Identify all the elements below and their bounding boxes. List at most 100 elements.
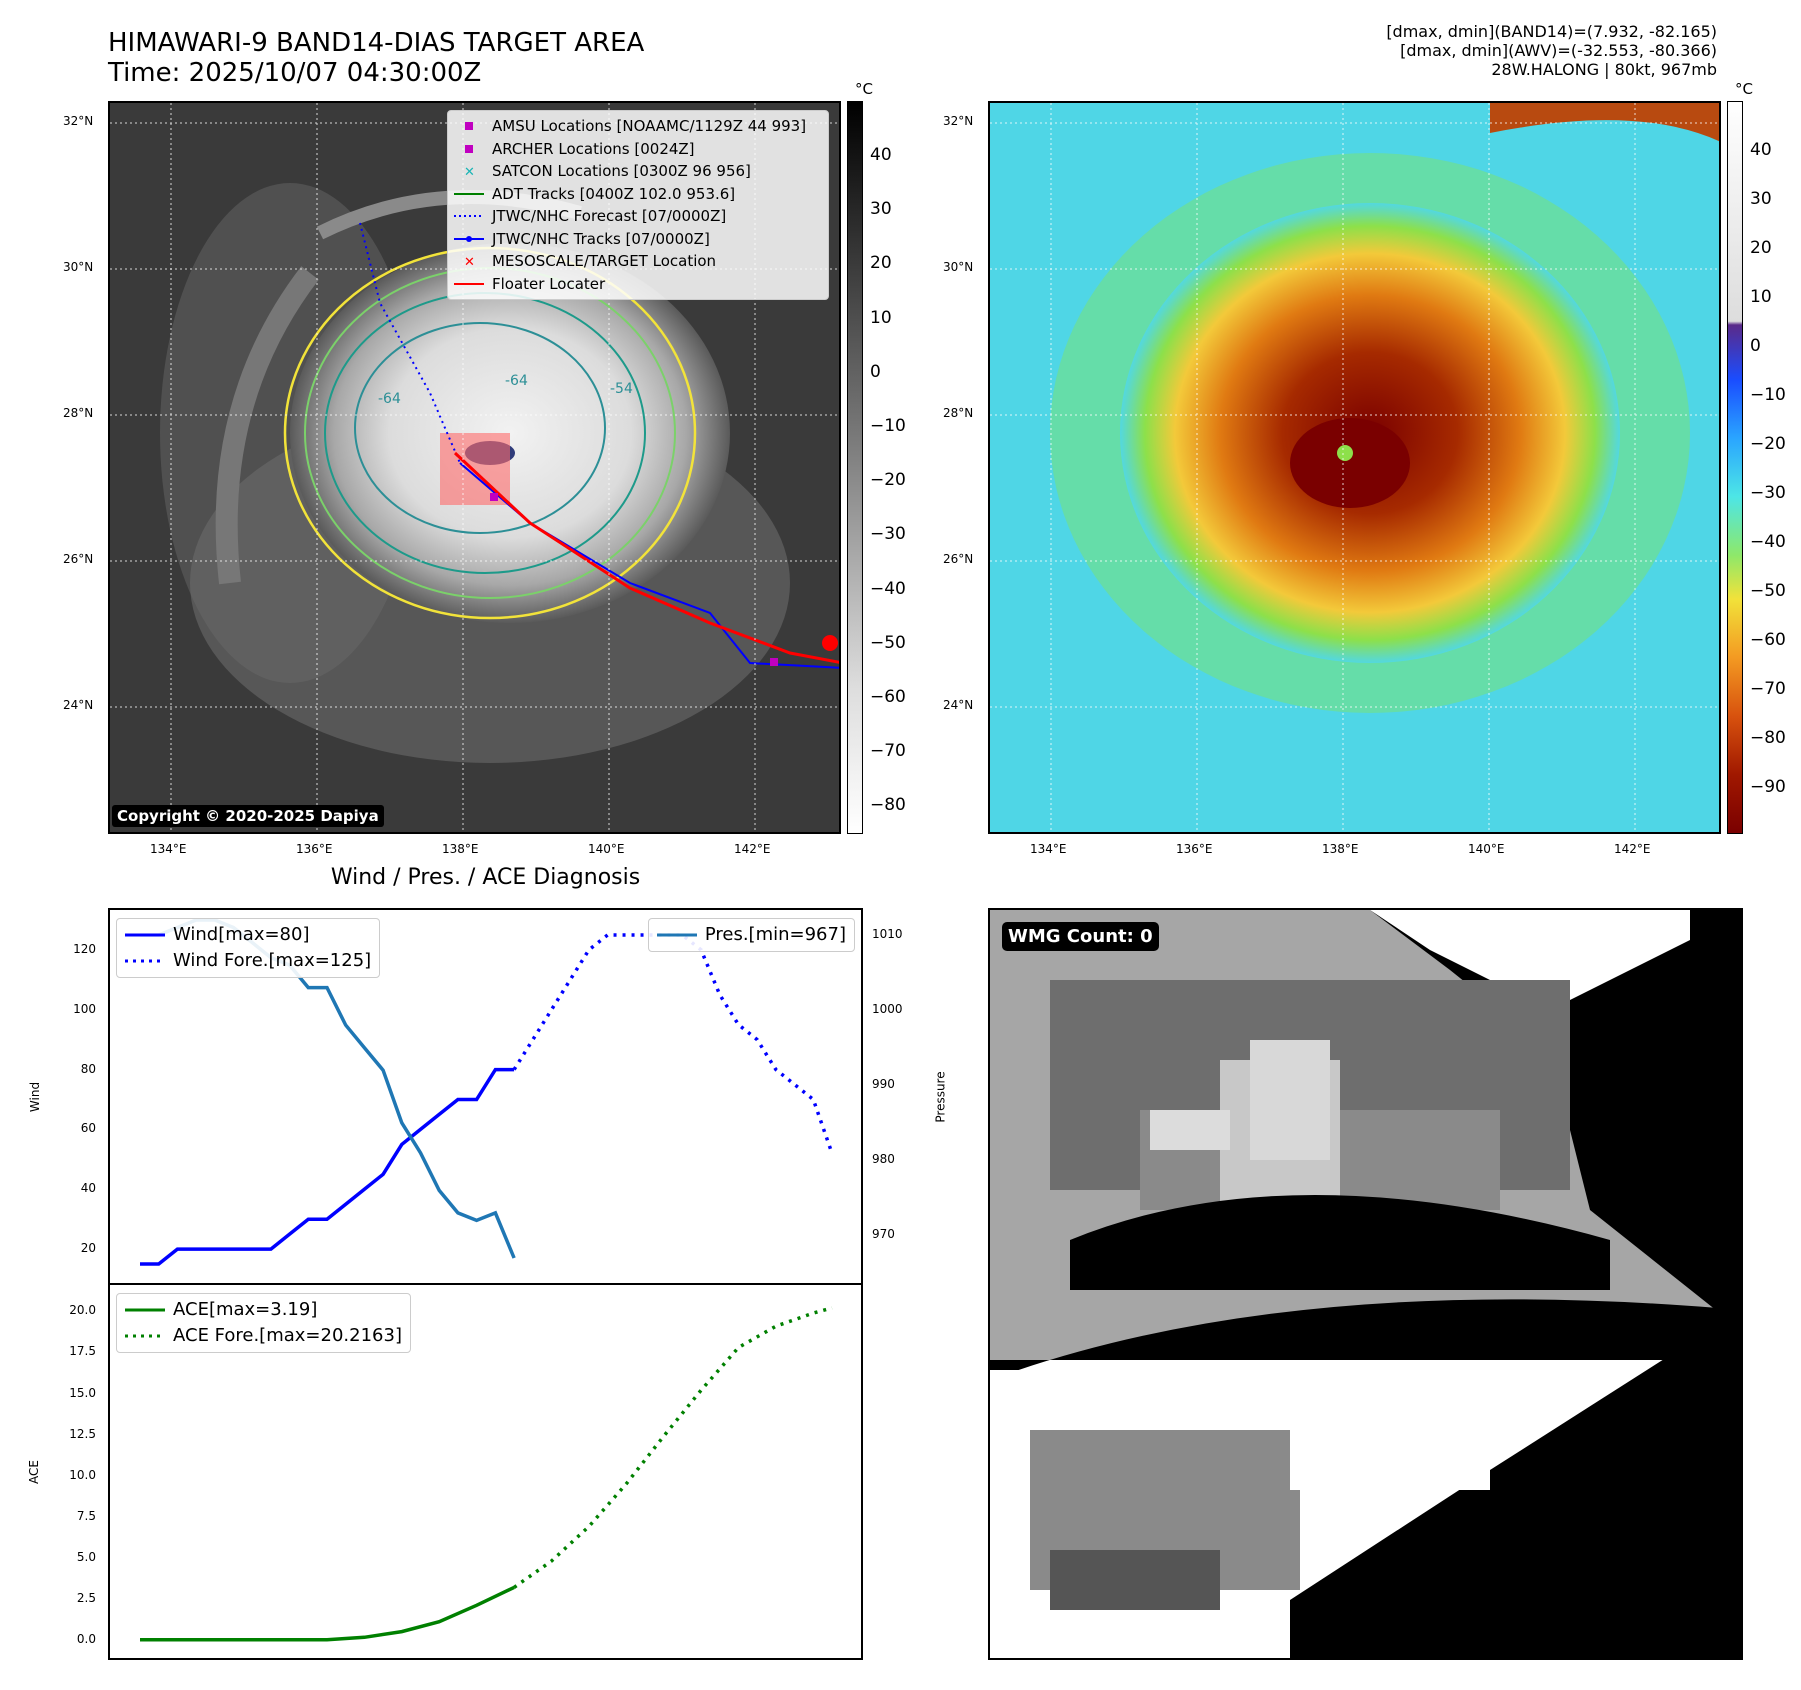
legend-wind-label: Wind[max=80] <box>173 924 310 945</box>
legend-pres-label: Pres.[min=967] <box>704 924 846 945</box>
colorbar-left-tick: 30 <box>870 199 892 220</box>
pressure-axis-tick: 1000 <box>872 1002 903 1017</box>
colorbar-right-tick: −60 <box>1750 630 1786 650</box>
ace-axis-tick: 17.5 <box>69 1344 96 1359</box>
pressure-axis-tick: 990 <box>872 1077 895 1092</box>
wind-axis-tick: 120 <box>73 941 96 956</box>
awv-map-image <box>990 103 1719 832</box>
ace-axis-tick: 15.0 <box>69 1385 96 1400</box>
contour-label-1: -64 <box>505 373 528 389</box>
floater-track <box>453 451 839 664</box>
title-line-2: Time: 2025/10/07 04:30:00Z <box>108 58 482 88</box>
colorbar-right-tick: 40 <box>1750 140 1772 160</box>
svg-text:✕: ✕ <box>464 165 475 178</box>
stats-band14: [dmax, dmin](BAND14)=(7.932, -82.165) <box>1386 22 1717 41</box>
colorbar-left-tick: −70 <box>870 741 906 762</box>
wind-legend: Wind[max=80] Wind Fore.[max=125] <box>116 918 381 978</box>
wind-forecast-series-line <box>512 933 834 1154</box>
archer-marker <box>490 493 498 501</box>
pressure-axis-tick: 1010 <box>872 927 903 942</box>
wmg-image <box>990 910 1741 1658</box>
lat-label-30n-right: 30°N <box>943 260 974 274</box>
colorbar-left-tick: −10 <box>870 416 906 436</box>
lon-label-134e-left: 134°E <box>150 842 187 856</box>
colorbar-left-tick: −40 <box>870 578 906 599</box>
wind-axis-tick: 80 <box>80 1061 96 1076</box>
lat-label-24n-left: 24°N <box>63 698 94 712</box>
colorbar-left <box>847 101 863 834</box>
lat-label-32n-right: 32°N <box>943 114 974 128</box>
lon-label-136e-left: 136°E <box>296 842 333 856</box>
lon-label-138e-left: 138°E <box>442 842 479 856</box>
wind-series-line <box>140 1067 515 1266</box>
colorbar-right-tick: 20 <box>1750 238 1772 258</box>
ace-axis-tick: 10.0 <box>69 1467 96 1482</box>
legend-jtwc-tracks: JTWC/NHC Tracks [07/0000Z] <box>454 228 822 251</box>
legend-archer: ARCHER Locations [0024Z] <box>454 138 822 161</box>
awv-map-grid <box>990 103 1719 832</box>
ace-axis-tick: 5.0 <box>76 1549 96 1564</box>
colorbar-right-tick: 30 <box>1750 189 1772 209</box>
legend-amsu: AMSU Locations [NOAAMC/1129Z 44 993] <box>454 115 822 138</box>
colorbar-right-tick: −90 <box>1750 777 1786 797</box>
diagnosis-title: Wind / Pres. / ACE Diagnosis <box>330 865 641 890</box>
ace-axis-tick: 0.0 <box>76 1631 96 1646</box>
ace-axis-tick: 2.5 <box>76 1590 96 1605</box>
colorbar-right-tick: −20 <box>1750 434 1786 454</box>
ace-panel: ACE[max=3.19] ACE Fore.[max=20.2163] <box>108 1283 863 1660</box>
lon-label-142e-right: 142°E <box>1614 842 1651 856</box>
floater-marker <box>822 635 838 651</box>
stats-awv: [dmax, dmin](AWV)=(-32.553, -80.366) <box>1400 41 1717 60</box>
lon-label-134e-right: 134°E <box>1030 842 1067 856</box>
lat-label-32n-left: 32°N <box>63 114 94 128</box>
lon-label-138e-right: 138°E <box>1322 842 1359 856</box>
colorbar-right-tick: −80 <box>1750 728 1786 748</box>
figure-title: HIMAWARI-9 BAND14-DIAS TARGET AREA Time:… <box>108 28 644 88</box>
colorbar-left-tick: 10 <box>870 307 892 328</box>
colorbar-left-tick: −80 <box>870 795 906 816</box>
wmg-panel: WMG Count: 0 <box>988 908 1743 1660</box>
colorbar-left-tick: −30 <box>870 524 906 545</box>
wmg-count-badge: WMG Count: 0 <box>1002 922 1159 951</box>
colorbar-right-tick: 0 <box>1750 336 1761 356</box>
pressure-axis-tick: 970 <box>872 1227 895 1242</box>
ace-series-line <box>140 1585 515 1642</box>
ace-legend: ACE[max=3.19] ACE Fore.[max=20.2163] <box>116 1293 411 1353</box>
ace-axis-tick: 12.5 <box>69 1426 96 1441</box>
legend-adt: ADT Tracks [0400Z 102.0 953.6] <box>454 184 736 203</box>
wind-axis-tick: 60 <box>80 1121 96 1136</box>
colorbar-left-unit: °C <box>855 80 873 98</box>
map-legend: AMSU Locations [NOAAMC/1129Z 44 993] ARC… <box>447 110 829 300</box>
colorbar-left-tick: −20 <box>870 470 906 491</box>
colorbar-left-tick: 40 <box>870 145 892 165</box>
legend-satcon: ✕ SATCON Locations [0300Z 96 956] <box>464 162 751 180</box>
colorbar-right-tick: −30 <box>1750 483 1786 503</box>
pressure-ylabel: Pressure <box>933 1071 948 1123</box>
lon-label-142e-left: 142°E <box>734 842 771 856</box>
legend-floater: Floater Locater <box>454 274 606 293</box>
title-line-1: HIMAWARI-9 BAND14-DIAS TARGET AREA <box>108 28 645 58</box>
copyright-badge: Copyright © 2020-2025 Dapiya <box>112 805 384 827</box>
wind-axis-tick: 100 <box>73 1001 96 1016</box>
colorbar-right-tick: −70 <box>1750 679 1786 699</box>
colorbar-right-tick: 10 <box>1750 287 1772 307</box>
wind-axis-tick: 20 <box>80 1241 96 1256</box>
contour-label-2: -54 <box>610 381 633 397</box>
lat-label-28n-left: 28°N <box>63 406 94 420</box>
wind-axis-tick: 40 <box>80 1181 96 1196</box>
figure-stats: [dmax, dmin](BAND14)=(7.932, -82.165) [d… <box>1386 22 1717 79</box>
lat-label-24n-right: 24°N <box>943 698 974 712</box>
legend-wind-fore-label: Wind Fore.[max=125] <box>173 950 372 971</box>
awv-map-panel <box>988 101 1721 834</box>
jtwc-forecast-track <box>359 222 461 464</box>
svg-text:✕: ✕ <box>464 255 475 268</box>
amsu-marker <box>770 658 778 666</box>
pressure-legend: Pres.[min=967] <box>647 918 855 952</box>
ace-axis-tick: 7.5 <box>76 1508 96 1523</box>
colorbar-right-tick: −40 <box>1750 532 1786 552</box>
colorbar-right-unit: °C <box>1735 80 1753 98</box>
contour-label-3: -64 <box>378 391 401 407</box>
lat-label-30n-left: 30°N <box>63 260 94 274</box>
ace-ylabel: ACE <box>26 1460 41 1484</box>
lat-label-26n-right: 26°N <box>943 552 974 566</box>
